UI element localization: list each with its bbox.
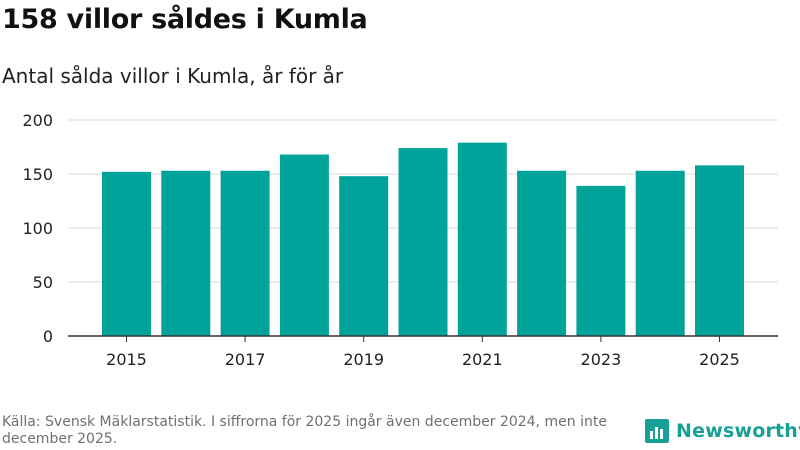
bar-2018 <box>279 154 329 336</box>
bar-chart: 0 50 100 150 200 2015 2017 2019 2021 2023 2025 <box>22 111 778 369</box>
y-tick-label-100: 100 <box>22 219 53 238</box>
x-tick-label-2023: 2023 <box>581 350 622 369</box>
bar-chart-logo-icon <box>645 419 669 443</box>
newsworthy-logo: Newsworthy <box>644 418 800 444</box>
bar-2017 <box>220 170 270 336</box>
bars <box>102 142 744 336</box>
x-tick-label-2019: 2019 <box>343 350 384 369</box>
chart-subtitle: Antal sålda villor i Kumla, år för år <box>2 64 344 88</box>
brand-name: Newsworthy <box>676 420 800 442</box>
axes: 0 50 100 150 200 2015 2017 2019 2021 2023 2025 <box>22 111 778 369</box>
bar-2015 <box>102 171 151 336</box>
bar-2022 <box>517 170 567 336</box>
y-tick-label-200: 200 <box>22 111 53 130</box>
bar-2020 <box>398 148 448 336</box>
bar-2024 <box>635 170 685 336</box>
y-tick-label-150: 150 <box>22 165 53 184</box>
x-tick-label-2025: 2025 <box>699 350 740 369</box>
x-tick-label-2021: 2021 <box>462 350 503 369</box>
x-tick-label-2017: 2017 <box>225 350 266 369</box>
source-footer: Källa: Svensk Mäklarstatistik. I siffror… <box>2 414 607 447</box>
y-tick-label-50: 50 <box>33 273 53 292</box>
y-tick-label-0: 0 <box>43 327 53 346</box>
bar-2025 <box>695 165 744 336</box>
bar-2021 <box>457 142 507 336</box>
bar-2016 <box>161 170 211 336</box>
chart-title: 158 villor såldes i Kumla <box>2 4 368 35</box>
bar-2019 <box>339 176 389 336</box>
x-tick-label-2015: 2015 <box>106 350 147 369</box>
bar-2023 <box>576 185 626 336</box>
